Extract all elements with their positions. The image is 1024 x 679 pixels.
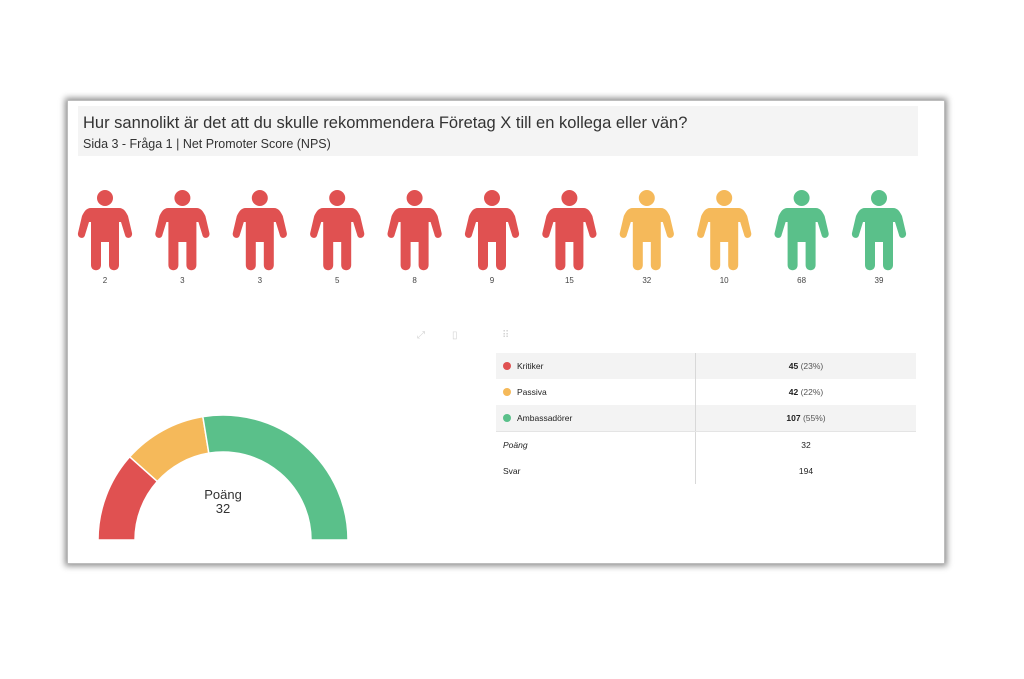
person-icon (387, 190, 442, 271)
legend-count: 42 (788, 387, 799, 397)
count-label: 9 (490, 276, 495, 285)
gauge-value: 32 (215, 501, 231, 516)
legend-row-kritiker: Kritiker 45 (23%) (496, 353, 916, 379)
count-label: 5 (335, 276, 340, 285)
person-icon (851, 190, 907, 271)
legend-label: Passiva (517, 387, 547, 397)
count-label: 3 (258, 276, 263, 285)
question-title: Hur sannolikt är det att du skulle rekom… (83, 114, 688, 132)
person-icon (155, 190, 210, 271)
person-icon (464, 190, 520, 271)
count-label: 8 (412, 276, 417, 285)
ambassador-dot (503, 414, 511, 422)
passiva-dot (503, 388, 511, 396)
legend-label: Kritiker (517, 361, 544, 371)
person-icon (77, 190, 133, 271)
person-icon (310, 190, 365, 271)
person-icon (774, 190, 829, 271)
count-label: 3 (180, 276, 185, 285)
expand-icon[interactable]: ⤢ (417, 330, 425, 341)
legend-row-passiva: Passiva 42 (22%) (496, 379, 916, 405)
count-label: 15 (565, 276, 574, 285)
legend-pct: (23%) (800, 361, 824, 371)
person-icon (232, 190, 287, 271)
person-icon (542, 190, 597, 271)
question-header: Hur sannolikt är det att du skulle rekom… (78, 106, 918, 156)
legend-pct: (55%) (802, 413, 826, 423)
score-value: 32 (801, 440, 811, 450)
count-label: 68 (797, 276, 806, 285)
count-label: 10 (720, 276, 729, 285)
nps-gauge-chart (97, 414, 349, 541)
gauge-slice (201, 414, 349, 541)
nps-pictogram-chart: 2 3 3 5 8 9 15 32 10 68 39 (77, 190, 907, 285)
kritiker-dot (503, 362, 511, 370)
legend-row-score: Poäng 32 (496, 431, 916, 458)
question-subtitle: Sida 3 - Fråga 1 | Net Promoter Score (N… (83, 137, 331, 151)
count-label: 32 (642, 276, 651, 285)
legend-row-responses: Svar 194 (496, 458, 916, 484)
count-label: 2 (103, 276, 108, 285)
responses-label: Svar (503, 466, 521, 476)
score-label: Poäng (503, 440, 528, 450)
legend-count: 45 (788, 361, 799, 371)
person-icon (697, 190, 752, 271)
nps-card: Hur sannolikt är det att du skulle rekom… (67, 100, 945, 564)
legend-pct: (22%) (800, 387, 824, 397)
trash-icon[interactable]: ▯ (452, 330, 458, 341)
legend-count: 107 (786, 413, 801, 423)
legend-label: Ambassadörer (517, 413, 573, 423)
gauge-label: Poäng (204, 487, 242, 502)
count-label: 39 (875, 276, 884, 285)
person-icon (619, 190, 674, 271)
nps-legend-table: Kritiker 45 (23%) Passiva 42 (22%) Ambas… (496, 353, 916, 484)
legend-row-ambassadorer: Ambassadörer 107 (55%) (496, 405, 916, 432)
drag-handle-icon[interactable]: ⠿ (502, 330, 510, 341)
responses-value: 194 (798, 466, 814, 476)
